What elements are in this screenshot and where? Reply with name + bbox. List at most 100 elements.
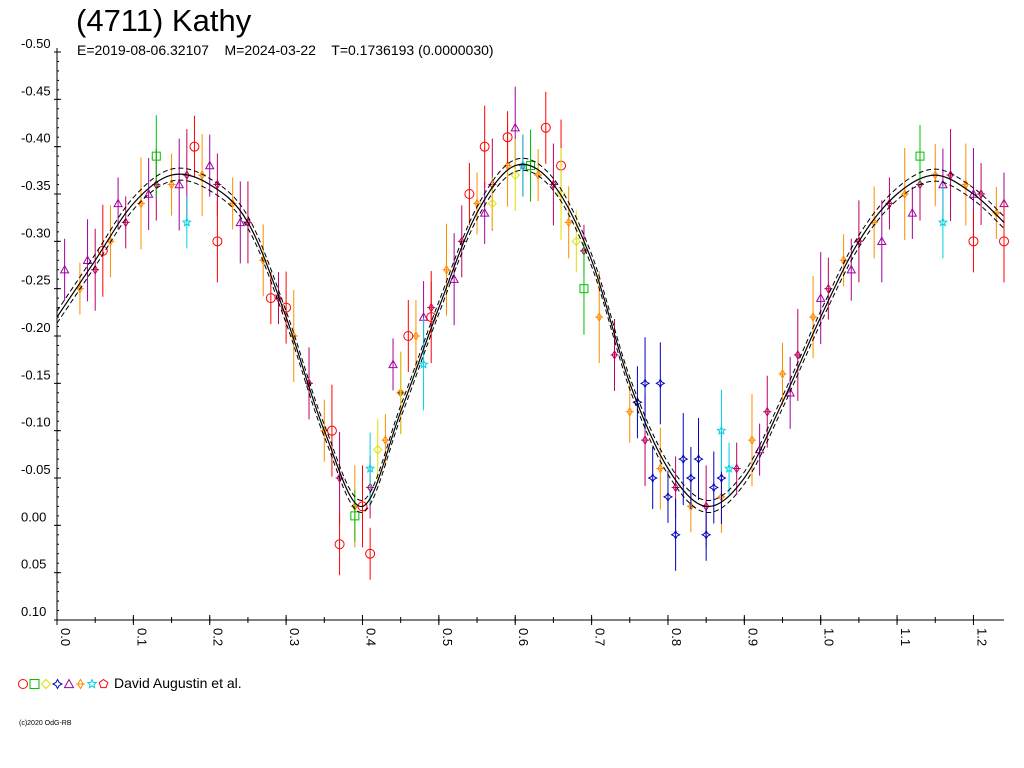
data-point: [487, 198, 498, 209]
y-tick-label: -0.40: [21, 131, 51, 146]
data-point: [357, 501, 368, 512]
data-point: [113, 198, 123, 208]
data-point: [510, 122, 521, 132]
x-tick-label: 0.3: [287, 628, 302, 646]
data-point: [464, 189, 475, 199]
x-tick-label: 1.1: [898, 628, 913, 646]
y-tick-label: 0.00: [21, 509, 46, 524]
data-point: [373, 444, 383, 455]
data-point: [708, 482, 719, 493]
data-point: [839, 255, 848, 266]
data-point: [647, 472, 658, 484]
x-tick-label: 1.2: [974, 628, 989, 646]
x-tick-label: 0.8: [669, 628, 684, 646]
data-point: [678, 454, 689, 465]
data-point: [815, 293, 826, 302]
data-point: [381, 435, 390, 446]
data-point: [716, 472, 727, 484]
axes: -0.50 -0.45 -0.40 -0.35 -0.30 -0.25 -0.20 -0.15…: [21, 36, 1004, 646]
fit-curve-upper: [56, 157, 1005, 501]
x-tick-label: 0.6: [516, 628, 531, 646]
legend-label: David Augustin et al.: [114, 675, 242, 691]
data-point: [579, 284, 589, 294]
fit-curve: [56, 163, 1005, 508]
x-tick-label: 0.2: [211, 628, 226, 646]
data-point: [641, 435, 650, 446]
data-point: [143, 188, 154, 198]
x-tick-label: 0.5: [440, 628, 455, 646]
data-point: [403, 331, 414, 341]
data-point: [640, 378, 651, 389]
y-tick-label: -0.05: [21, 462, 51, 477]
data-point: [937, 217, 948, 227]
data-point: [395, 388, 406, 398]
x-tick-label: 0.0: [58, 628, 73, 646]
period-label: T=0.1736193 (0.0000030): [331, 42, 494, 58]
data-point: [479, 207, 490, 217]
y-tick-label: -0.25: [21, 273, 51, 288]
y-tick-label: -0.45: [21, 83, 51, 98]
data-point: [510, 170, 520, 180]
x-tick-label: 0.1: [134, 628, 149, 646]
data-point: [610, 349, 619, 360]
data-point: [556, 189, 566, 199]
data-point: [693, 454, 704, 465]
data-point: [625, 406, 634, 417]
data-point: [915, 151, 925, 161]
data-point: [502, 132, 513, 143]
data-point: [334, 539, 345, 550]
data-point: [365, 463, 376, 473]
data-point: [763, 406, 772, 417]
data-point: [418, 359, 429, 369]
legend-marker-diamond-cross: [76, 678, 85, 690]
data-points: [59, 86, 1009, 580]
data-point: [228, 198, 237, 209]
data-point: [846, 264, 857, 274]
epoch-label: E=2019-08-06.32107: [77, 42, 209, 58]
data-point: [235, 217, 246, 227]
data-point: [151, 151, 161, 161]
data-point: [992, 207, 1001, 218]
data-point: [212, 236, 223, 247]
data-point: [174, 179, 185, 189]
y-tick-label: -0.20: [21, 320, 51, 335]
data-point: [747, 435, 756, 446]
legend-marker-square: [29, 679, 40, 689]
data-point: [632, 397, 643, 408]
data-point: [189, 141, 200, 152]
legend-marker-star4: [51, 678, 64, 690]
legend-marker-pentagon: [98, 678, 109, 689]
series-6: [151, 115, 925, 542]
fit-curves: [56, 157, 1005, 513]
data-point: [365, 548, 376, 559]
data-point: [716, 425, 727, 435]
legend-marker-diamond: [40, 678, 52, 690]
x-tick-label: 0.7: [593, 628, 608, 646]
data-point: [671, 482, 680, 493]
copyright-note: (c)2020 OdG-RB: [19, 720, 72, 727]
data-point: [656, 463, 665, 474]
x-tick-label: 0.4: [363, 628, 378, 646]
data-point: [968, 188, 979, 198]
data-point: [167, 179, 176, 190]
x-tick-label: 0.9: [745, 628, 760, 646]
data-point: [265, 293, 276, 304]
data-point: [876, 236, 887, 246]
legend-marker-triangle: [63, 678, 75, 689]
chart-title: (4711) Kathy: [76, 3, 252, 38]
data-point: [732, 463, 741, 474]
fit-curve-lower: [56, 169, 1005, 513]
data-point: [571, 236, 582, 247]
series-5: [181, 134, 948, 505]
x-tick-label: 1.0: [822, 628, 837, 646]
data-point: [326, 425, 337, 436]
data-point: [213, 179, 222, 190]
data-point: [655, 378, 666, 389]
data-point: [793, 349, 802, 360]
data-point: [778, 368, 787, 379]
data-point: [785, 387, 796, 397]
data-point: [540, 122, 551, 133]
y-tick-label: 0.05: [21, 557, 46, 572]
data-point: [204, 160, 215, 170]
